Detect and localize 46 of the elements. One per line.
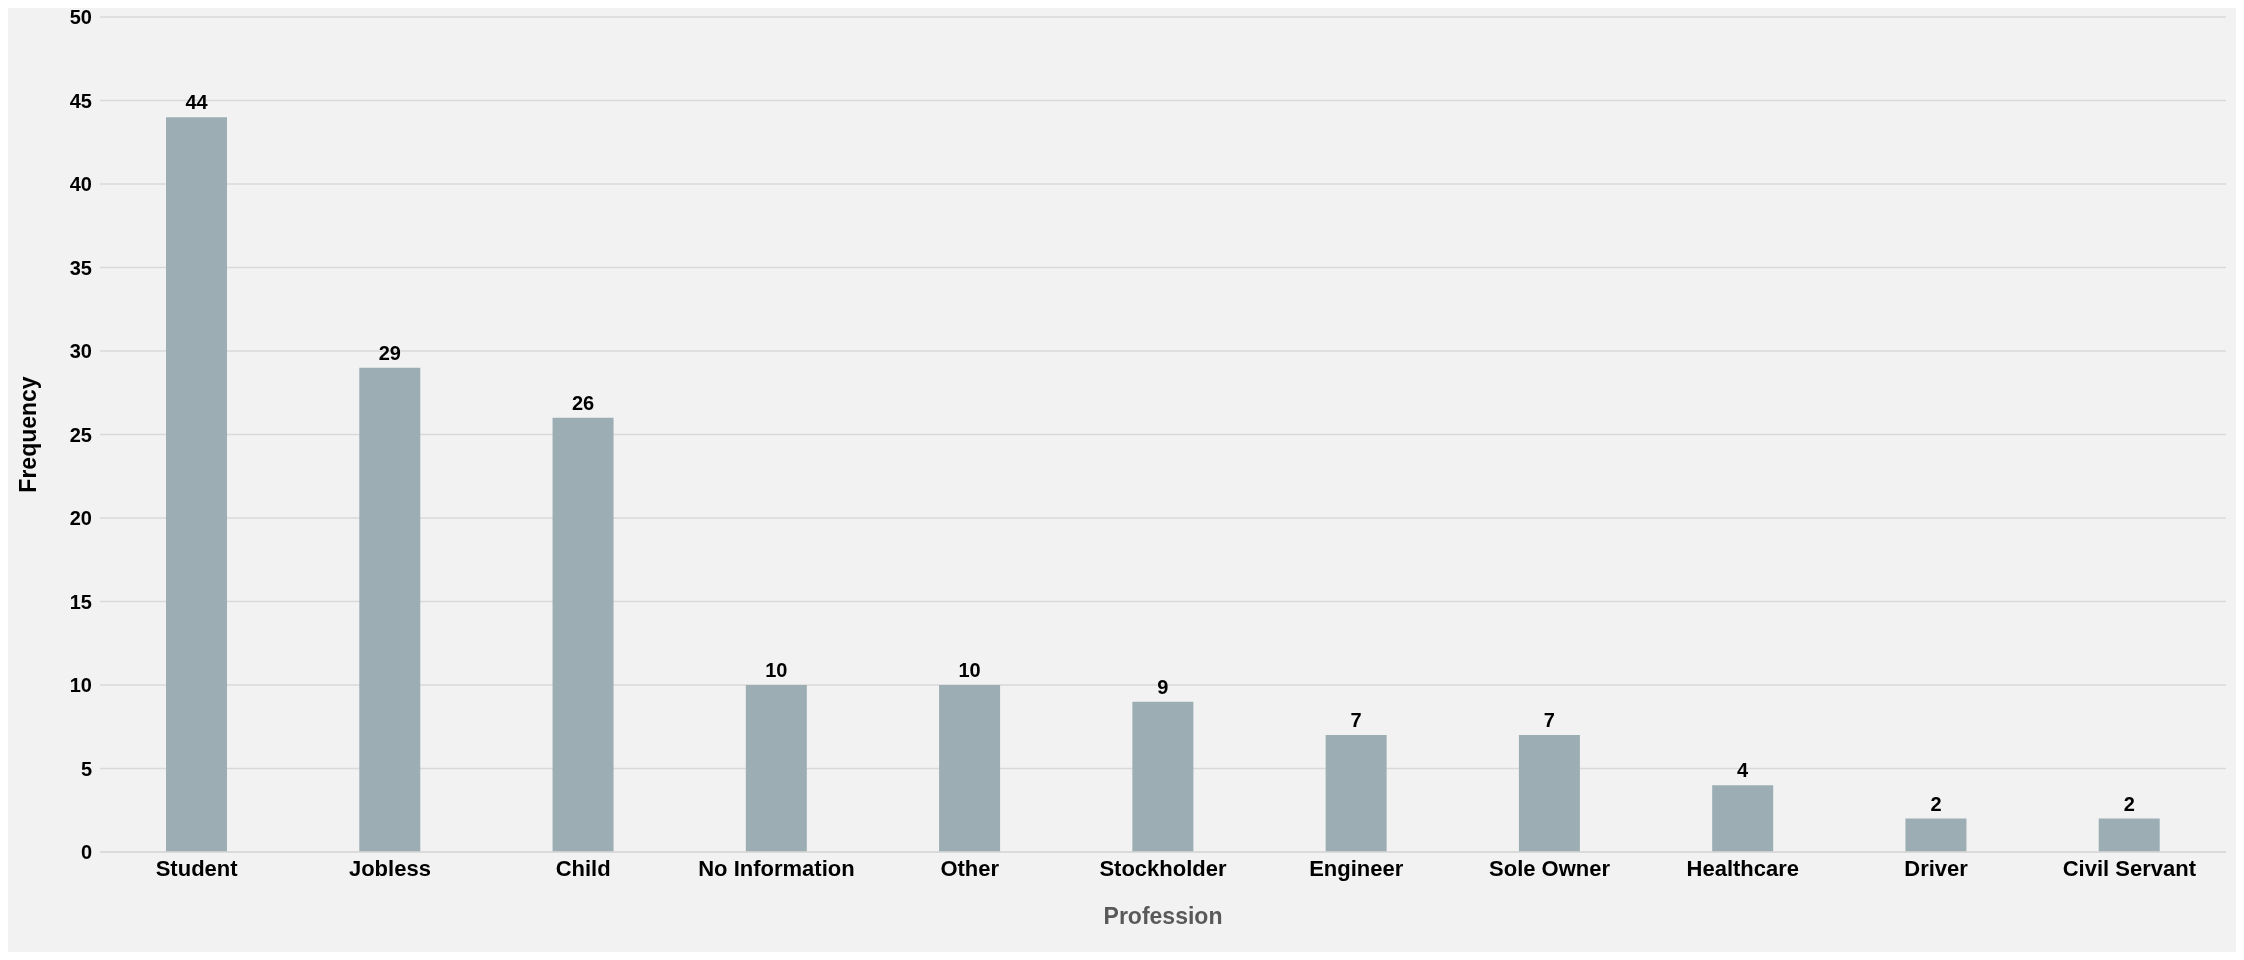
bar [359, 367, 421, 852]
bar [1518, 735, 1580, 852]
data-label: 44 [185, 91, 209, 114]
y-tick-label: 5 [80, 757, 92, 780]
bar [2098, 818, 2160, 852]
bar [1905, 818, 1967, 852]
y-tick-label: 50 [69, 6, 92, 29]
x-tick-label: Child [555, 855, 611, 881]
data-label: 9 [1157, 675, 1169, 698]
y-tick-label: 30 [69, 340, 92, 363]
y-tick-label: 35 [69, 256, 92, 279]
bar [1712, 785, 1774, 852]
x-tick-label: Civil Servant [2062, 855, 2197, 881]
x-tick-label: No Information [698, 855, 855, 881]
data-label: 2 [1930, 792, 1942, 815]
x-tick-label: Stockholder [1099, 855, 1227, 881]
x-tick-label: Jobless [348, 855, 431, 881]
y-tick-label: 20 [69, 507, 92, 530]
data-label: 2 [2123, 792, 2135, 815]
y-axis-title: Frequency [15, 376, 42, 493]
y-tick-label: 15 [69, 590, 92, 613]
x-tick-label: Driver [1904, 855, 1969, 881]
bar [939, 685, 1001, 852]
x-tick-label: Healthcare [1686, 855, 1800, 881]
bar [1325, 735, 1387, 852]
bar [166, 117, 227, 852]
data-label: 10 [765, 659, 788, 681]
y-tick-label: 40 [69, 173, 92, 196]
bar [1132, 701, 1194, 852]
bar [552, 417, 614, 852]
data-label: 10 [958, 659, 981, 681]
x-axis-title: Profession [1103, 903, 1223, 929]
x-tick-label: Engineer [1309, 855, 1404, 881]
data-label: 29 [378, 341, 401, 364]
y-tick-label: 25 [69, 423, 92, 446]
data-label: 7 [1350, 709, 1362, 732]
x-tick-label: Student [155, 855, 239, 881]
data-label: 26 [571, 391, 595, 414]
x-tick-label: Sole Owner [1489, 855, 1611, 881]
data-label: 7 [1543, 709, 1555, 732]
bar [745, 685, 807, 852]
y-tick-label: 10 [69, 674, 92, 697]
y-tick-label: 0 [80, 841, 92, 864]
y-tick-label: 45 [69, 89, 92, 112]
x-tick-label: Other [940, 855, 1000, 881]
data-label: 4 [1737, 759, 1750, 782]
